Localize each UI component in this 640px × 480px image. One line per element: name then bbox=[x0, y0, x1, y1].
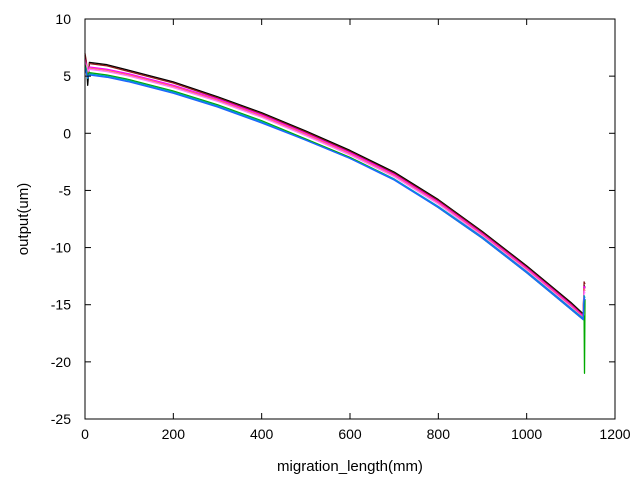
y-tick-label: -15 bbox=[51, 297, 71, 313]
series-line-1 bbox=[84, 55, 586, 315]
x-tick-label: 0 bbox=[81, 426, 89, 442]
series-line-4 bbox=[84, 59, 586, 318]
series-line-3 bbox=[84, 58, 586, 317]
x-axis-title: migration_length(mm) bbox=[277, 458, 423, 475]
y-tick-label: 10 bbox=[55, 11, 71, 27]
y-tick-label: 0 bbox=[63, 125, 71, 141]
x-tick-label: 600 bbox=[338, 426, 362, 442]
y-tick-label: -10 bbox=[51, 240, 71, 256]
plot-frame bbox=[84, 18, 616, 420]
series-line-5 bbox=[84, 61, 586, 320]
series-line-2 bbox=[84, 53, 586, 316]
y-tick-label: 5 bbox=[63, 68, 71, 84]
y-tick-label: -25 bbox=[51, 411, 71, 427]
y-tick-label: -5 bbox=[59, 182, 72, 198]
y-tick-label: -20 bbox=[51, 354, 71, 370]
tick-labels-group: 0 200 400 600 800 1000 1200 10 5 0 -5 -10 -15 -20 -25 bbox=[51, 11, 631, 442]
y-axis-title: output(um) bbox=[15, 183, 32, 256]
x-tick-label: 1000 bbox=[511, 426, 542, 442]
series-group bbox=[84, 53, 586, 374]
x-tick-label: 200 bbox=[162, 426, 186, 442]
x-tick-label: 800 bbox=[427, 426, 451, 442]
x-tick-label: 400 bbox=[250, 426, 274, 442]
series-line-8 bbox=[84, 69, 586, 321]
x-tick-label: 1200 bbox=[599, 426, 630, 442]
